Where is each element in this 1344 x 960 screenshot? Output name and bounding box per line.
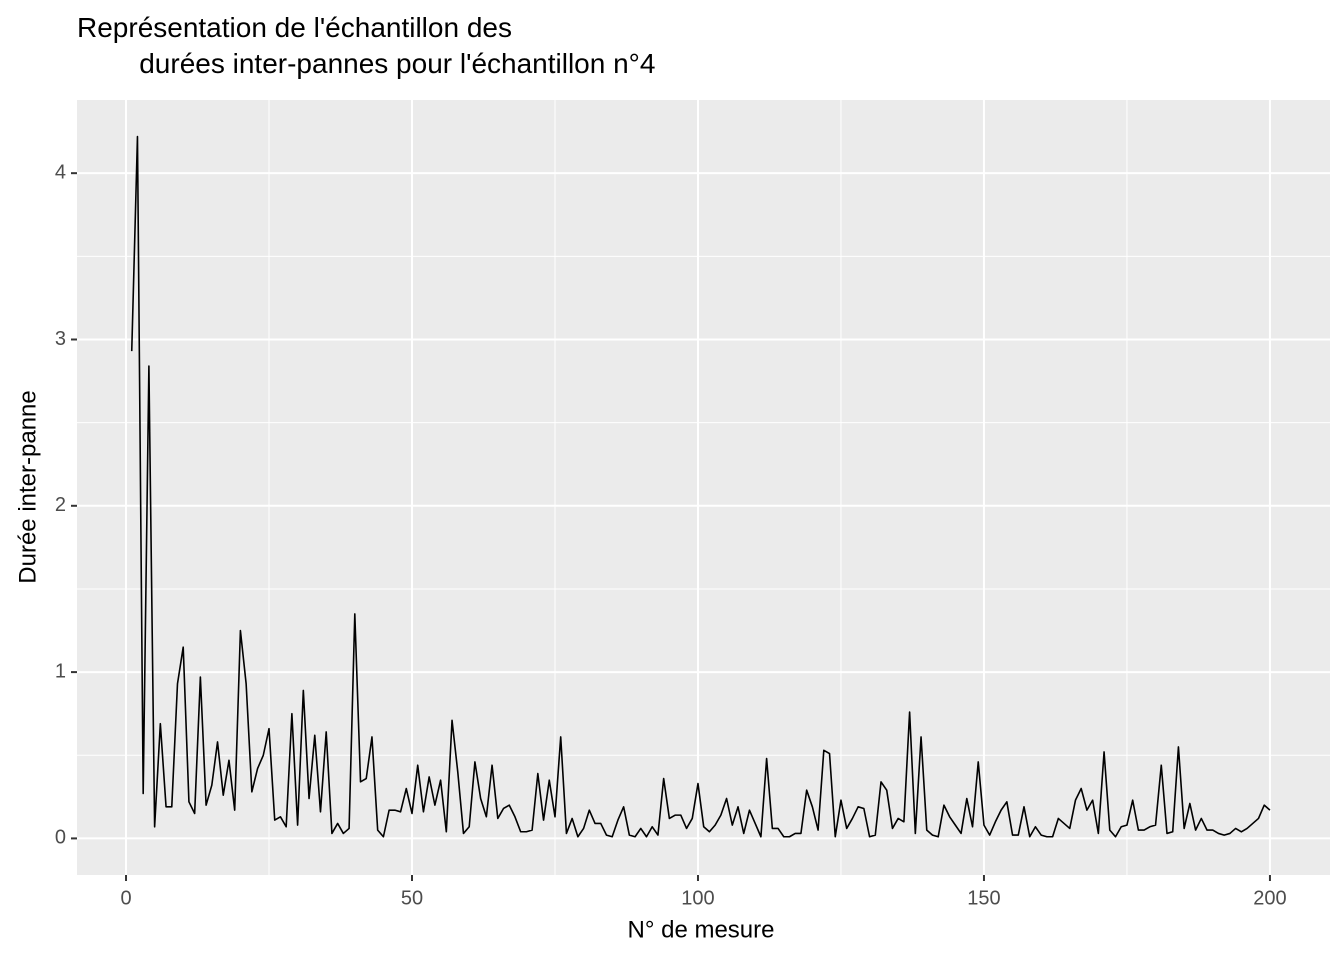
y-axis-title: Durée inter-panne: [14, 390, 41, 583]
panel: [77, 100, 1330, 875]
chart-title: Représentation de l'échantillon des duré…: [77, 12, 656, 79]
y-tick-label: 0: [55, 827, 66, 849]
x-tick-label: 150: [967, 887, 1000, 909]
y-tick-label: 4: [55, 161, 66, 183]
x-tick-label: 100: [681, 887, 714, 909]
x-axis-title: N° de mesure: [628, 916, 775, 943]
line: [130, 135, 1271, 838]
y-tick-label: 2: [55, 494, 66, 516]
x-tick-label: 0: [120, 887, 131, 909]
x-tick-label: 200: [1253, 887, 1286, 909]
y-tick-label: 1: [55, 660, 66, 682]
y-tick-label: 3: [55, 328, 66, 350]
x-tick-label: 50: [401, 887, 423, 909]
